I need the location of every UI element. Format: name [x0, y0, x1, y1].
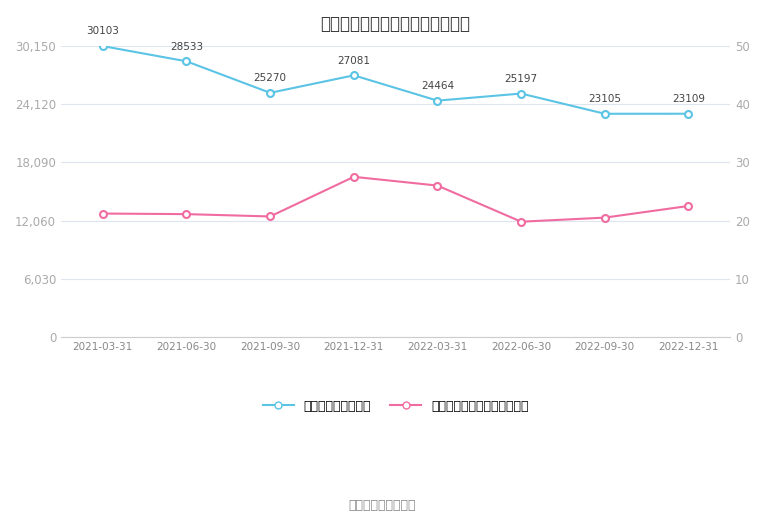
Text: 23105: 23105 [588, 94, 621, 104]
Title: 近年股东户数、户均持股市值情况: 近年股东户数、户均持股市值情况 [321, 15, 470, 33]
Text: 数据来源：恒生聚源: 数据来源：恒生聚源 [349, 499, 416, 512]
Text: 25270: 25270 [254, 73, 287, 83]
Text: 25197: 25197 [505, 74, 538, 84]
Text: 23109: 23109 [672, 94, 705, 104]
Text: 27081: 27081 [337, 56, 370, 66]
Text: 28533: 28533 [170, 41, 203, 52]
Text: 24464: 24464 [421, 81, 454, 91]
Legend: 左轴：本期数（户）, 右轴：户均持股市值（万元）: 左轴：本期数（户）, 右轴：户均持股市值（万元） [258, 396, 534, 418]
Text: 30103: 30103 [86, 26, 119, 36]
